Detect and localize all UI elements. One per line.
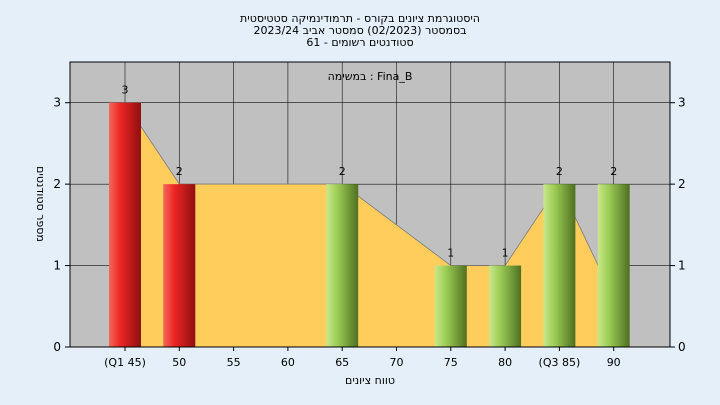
x-tick-label: 70 xyxy=(390,356,404,369)
x-tick-label: 65 xyxy=(335,356,349,369)
y-tick-label-left: 1 xyxy=(53,259,61,273)
x-tick-label: 55 xyxy=(227,356,241,369)
x-tick-label: 90 xyxy=(607,356,621,369)
bars: 3 2 2 1 1 2 2 xyxy=(109,84,630,347)
bar-value-label: 1 xyxy=(447,247,454,260)
x-tick-label: 80 xyxy=(498,356,512,369)
y-tick-label-right: 2 xyxy=(678,177,686,191)
bar[interactable] xyxy=(163,184,196,347)
chart-title-line1: היסטוגרמת ציונים בקורס - תרמודינמיקה סטט… xyxy=(240,12,480,25)
x-tick-label: 60 xyxy=(281,356,295,369)
y-tick-label-right: 3 xyxy=(678,96,686,110)
x-tick-label: (Q3 85) xyxy=(539,356,581,369)
bar-value-label: 1 xyxy=(502,247,509,260)
chart-title-line2: בסמסטר (02/2023) סמסטר אביב 2023/24 xyxy=(253,24,466,37)
bar[interactable] xyxy=(489,265,522,347)
x-tick-label: 75 xyxy=(444,356,458,369)
x-axis: (Q1 45) 50 55 60 65 70 75 80 (Q3 85) 90 xyxy=(104,347,621,369)
y-tick-label-left: 2 xyxy=(53,177,61,191)
bar[interactable] xyxy=(434,265,467,347)
subject-label: במשימה : Fina_B xyxy=(328,70,413,83)
x-tick-label: (Q1 45) xyxy=(104,356,146,369)
y-axis-left: 0 1 2 3 xyxy=(53,96,70,354)
bar-value-label: 2 xyxy=(556,165,563,178)
bar[interactable] xyxy=(543,184,576,347)
bar-value-label: 3 xyxy=(122,84,129,97)
y-tick-label-right: 1 xyxy=(678,259,686,273)
y-tick-label-left: 3 xyxy=(53,96,61,110)
x-tick-label: 50 xyxy=(172,356,186,369)
x-axis-label: טווח ציונים xyxy=(345,374,395,387)
bar[interactable] xyxy=(109,102,141,347)
chart-title-line3: סטודנטים רשומים - 61 xyxy=(306,36,413,49)
bar-value-label: 2 xyxy=(610,165,617,178)
bar[interactable] xyxy=(326,184,359,347)
bar-value-label: 2 xyxy=(339,165,346,178)
y-axis-label: מספר סטודנטים xyxy=(34,166,47,242)
bar-value-label: 2 xyxy=(176,165,183,178)
y-tick-label-left: 0 xyxy=(53,340,61,354)
plot-frame xyxy=(69,61,671,348)
y-tick-label-right: 0 xyxy=(678,340,686,354)
bar[interactable] xyxy=(597,184,630,347)
y-axis-right: 0 1 2 3 xyxy=(670,96,686,354)
